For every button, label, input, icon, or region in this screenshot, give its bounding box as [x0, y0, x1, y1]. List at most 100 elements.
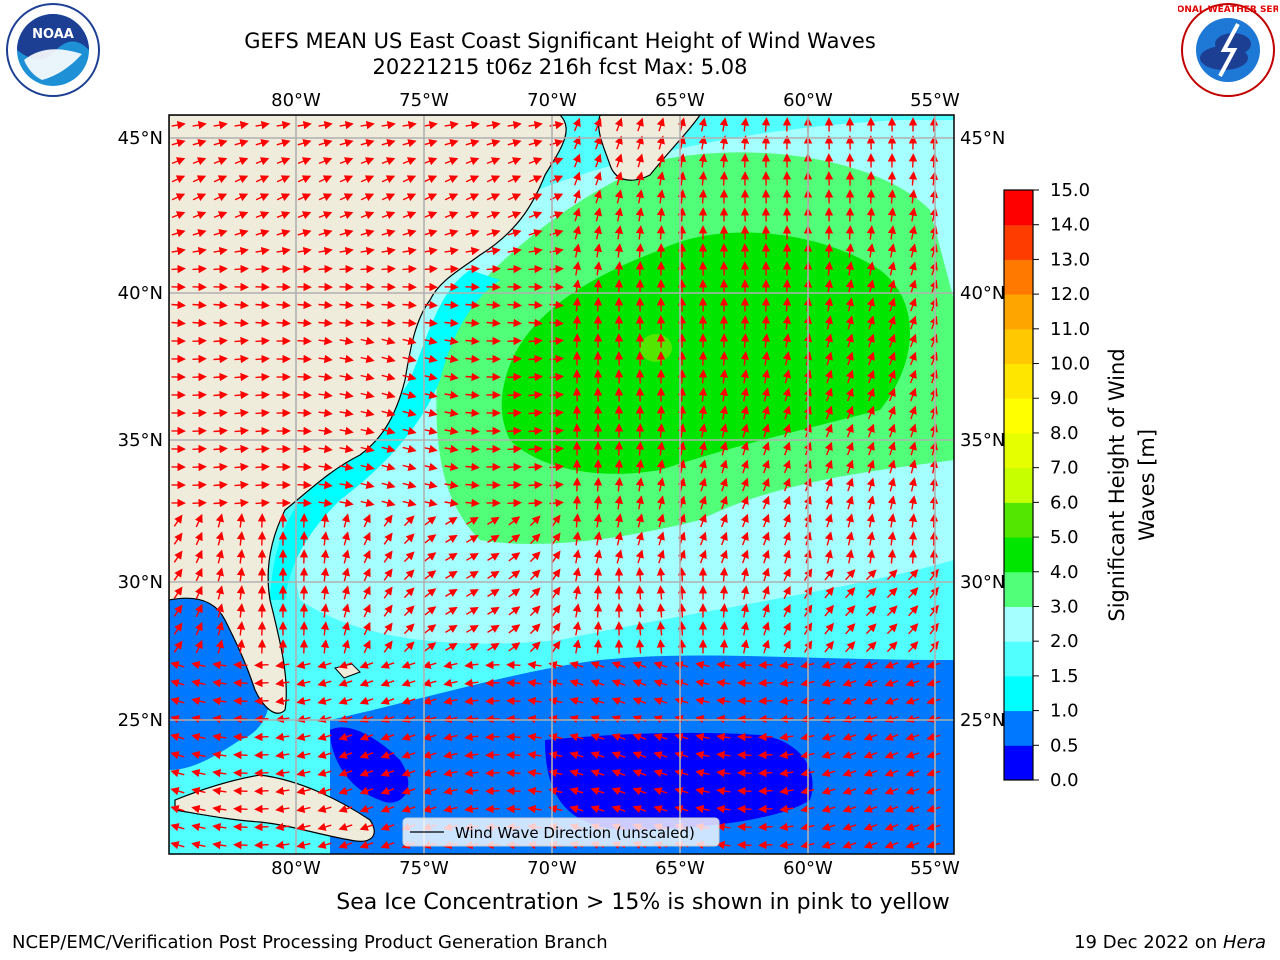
- wave-direction-arrow: [317, 660, 332, 669]
- wave-direction-arrow: [401, 732, 416, 741]
- wave-direction-arrow: [485, 786, 500, 796]
- wave-direction-arrow: [318, 462, 333, 472]
- wave-direction-arrow: [320, 603, 330, 618]
- wave-direction-arrow: [908, 569, 919, 581]
- wave-direction-arrow: [234, 264, 249, 274]
- wave-direction-arrow: [254, 804, 269, 814]
- wave-direction-arrow: [444, 139, 459, 148]
- wave-direction-arrow: [297, 246, 312, 256]
- wave-direction-arrow: [422, 732, 437, 741]
- wave-direction-arrow: [360, 462, 375, 471]
- wave-direction-arrow: [466, 534, 479, 543]
- lon-label-bottom: 75°W: [399, 858, 449, 879]
- wave-direction-arrow: [824, 297, 834, 312]
- wave-direction-arrow: [403, 587, 415, 599]
- lat-label-right: 40°N: [960, 283, 1005, 304]
- wave-direction-arrow: [656, 495, 665, 510]
- wave-direction-arrow: [445, 570, 458, 579]
- wave-direction-arrow: [908, 387, 917, 402]
- wave-direction-arrow: [402, 193, 417, 202]
- wave-direction-arrow: [635, 549, 644, 564]
- noaa-logo-text: NOAA: [32, 27, 74, 42]
- zone-coastal: [270, 270, 500, 600]
- wave-direction-arrow: [381, 480, 396, 489]
- wave-direction-arrow: [215, 531, 224, 546]
- wave-direction-arrow: [782, 441, 791, 456]
- wave-direction-arrow: [233, 840, 248, 850]
- wave-direction-arrow: [380, 732, 395, 741]
- wave-direction-arrow: [213, 372, 228, 382]
- wave-direction-arrow: [360, 318, 375, 328]
- wave-direction-arrow: [842, 732, 857, 741]
- map-legend: Wind Wave Direction (unscaled): [402, 817, 720, 847]
- wave-direction-arrow: [572, 153, 581, 168]
- wave-direction-arrow: [339, 498, 354, 508]
- wave-direction-arrow: [635, 567, 645, 582]
- wave-direction-arrow: [887, 261, 896, 276]
- lat-label-right: 25°N: [960, 710, 1005, 731]
- wave-direction-arrow: [403, 605, 415, 617]
- colorbar-segment: [1004, 502, 1033, 538]
- wave-direction-arrow: [339, 426, 354, 436]
- wave-direction-arrow: [381, 229, 396, 238]
- wave-direction-arrow: [402, 462, 417, 471]
- wave-direction-arrow: [318, 408, 333, 418]
- wave-direction-arrow: [698, 441, 707, 456]
- wave-direction-arrow: [234, 498, 249, 508]
- wave-direction-arrow: [192, 354, 207, 364]
- wave-direction-arrow: [635, 135, 644, 150]
- wave-direction-arrow: [507, 139, 522, 148]
- wave-direction-arrow: [782, 297, 792, 312]
- wave-direction-arrow: [212, 732, 227, 742]
- wave-direction-arrow: [192, 318, 207, 328]
- wave-direction-arrow: [506, 660, 521, 670]
- wave-direction-arrow: [866, 531, 876, 546]
- wave-direction-arrow: [866, 387, 875, 402]
- wave-direction-arrow: [297, 354, 312, 364]
- wave-direction-arrow: [929, 622, 939, 635]
- wave-direction-arrow: [255, 300, 270, 310]
- wave-direction-arrow: [360, 139, 375, 148]
- wave-direction-arrow: [360, 336, 375, 345]
- wave-direction-arrow: [908, 549, 918, 564]
- wave-direction-arrow: [194, 603, 203, 618]
- wave-direction-arrow: [821, 660, 836, 669]
- wave-direction-arrow: [466, 606, 479, 615]
- wave-direction-arrow: [171, 211, 186, 220]
- wave-direction-arrow: [866, 189, 876, 204]
- wave-direction-arrow: [572, 207, 581, 222]
- wave-direction-arrow: [234, 300, 249, 310]
- wave-direction-arrow: [698, 495, 707, 510]
- wave-direction-arrow: [653, 697, 668, 706]
- colorbar-tick-label: 1.5: [1050, 666, 1079, 687]
- wave-direction-arrow: [380, 696, 395, 705]
- wave-direction-arrow: [821, 696, 836, 705]
- map-field: [169, 115, 954, 854]
- wave-direction-arrow: [276, 157, 291, 166]
- wave-direction-arrow: [635, 117, 644, 132]
- wave-direction-arrow: [487, 606, 500, 615]
- wave-direction-arrow: [886, 605, 898, 617]
- wave-direction-arrow: [212, 678, 227, 688]
- colorbar-tick-label: 2.0: [1050, 631, 1079, 652]
- wave-direction-arrow: [192, 408, 207, 418]
- wave-direction-arrow: [339, 120, 354, 130]
- wave-direction-arrow: [845, 315, 854, 330]
- wave-direction-arrow: [884, 696, 899, 705]
- wave-direction-arrow: [719, 549, 728, 564]
- wave-direction-arrow: [487, 516, 500, 525]
- wave-direction-arrow: [677, 387, 687, 402]
- wave-direction-arrow: [783, 585, 791, 600]
- wave-direction-arrow: [486, 300, 501, 310]
- wave-direction-arrow: [507, 264, 522, 274]
- wave-direction-arrow: [170, 661, 185, 670]
- wave-direction-arrow: [173, 568, 183, 581]
- wave-direction-arrow: [908, 243, 917, 258]
- wave-direction-arrow: [572, 603, 582, 618]
- wave-direction-arrow: [572, 585, 582, 600]
- wave-direction-arrow: [338, 678, 353, 687]
- wave-direction-arrow: [887, 405, 896, 420]
- wave-direction-arrow: [362, 531, 371, 546]
- wave-direction-arrow: [234, 408, 249, 418]
- wave-direction-arrow: [887, 369, 896, 384]
